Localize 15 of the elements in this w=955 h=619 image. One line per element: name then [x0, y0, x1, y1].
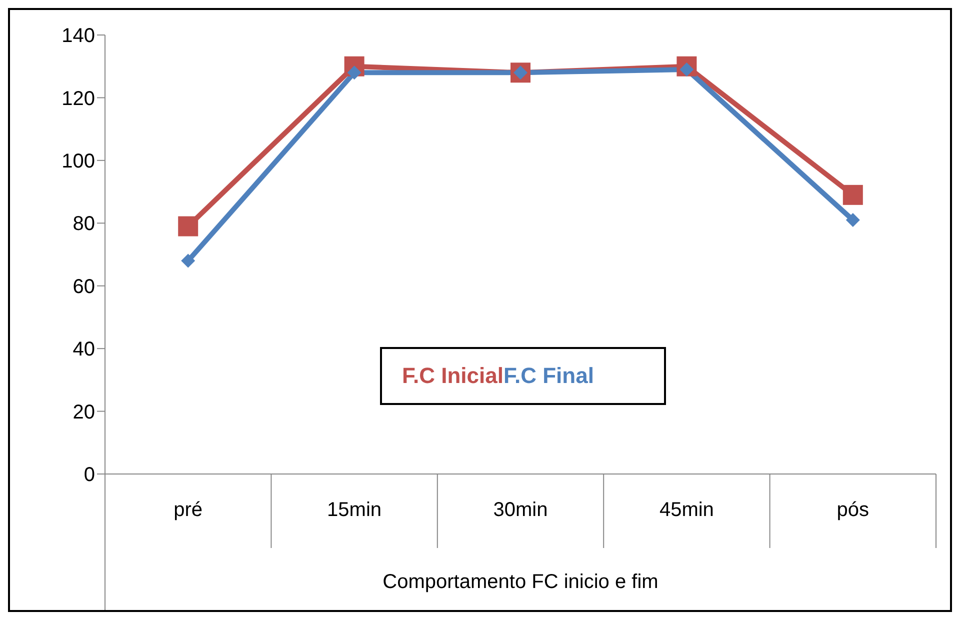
- x-tick-label: pré: [174, 499, 203, 521]
- x-tick-label: 15min: [327, 499, 382, 521]
- y-tick-label: 80: [72, 213, 95, 236]
- y-tick-label: 100: [62, 150, 95, 173]
- x-tick-label: 45min: [659, 499, 714, 521]
- y-tick-label: 40: [72, 338, 95, 361]
- y-tick-label: 60: [72, 276, 95, 298]
- y-tick-label: 0: [84, 464, 95, 486]
- x-tick-label: 30min: [493, 499, 548, 521]
- legend-box: F.C InicialF.C Final: [380, 347, 666, 405]
- y-tick-label: 140: [62, 25, 95, 48]
- x-axis-title: Comportamento FC inicio e fim: [382, 571, 658, 593]
- x-tick-label: pós: [836, 499, 870, 521]
- y-tick-label: 120: [62, 88, 95, 110]
- y-tick-label: 20: [72, 401, 95, 424]
